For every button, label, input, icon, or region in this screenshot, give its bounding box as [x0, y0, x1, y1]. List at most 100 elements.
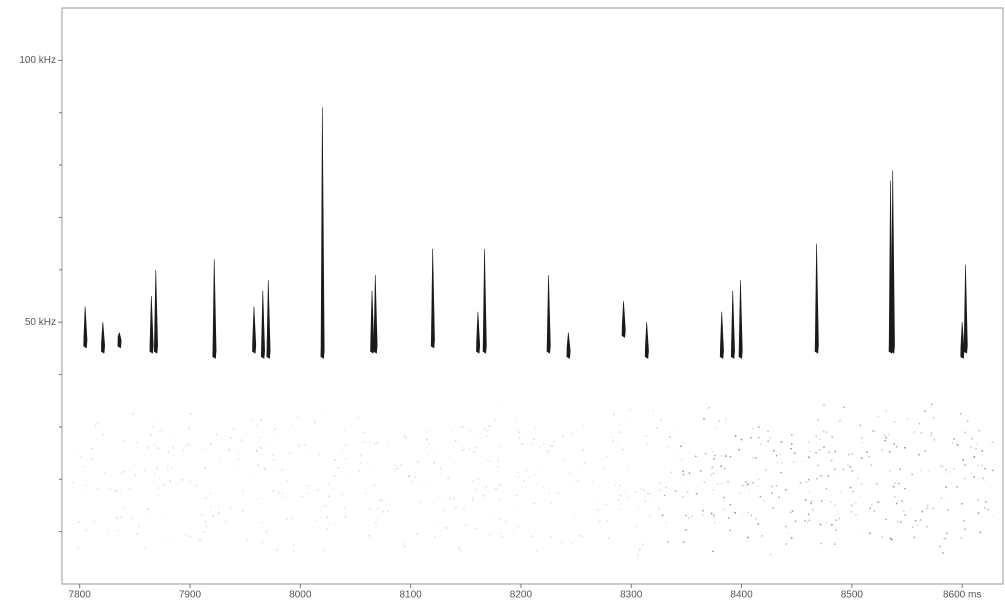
noise-dot: [893, 492, 895, 494]
noise-dot: [476, 438, 478, 440]
noise-dot: [104, 472, 106, 475]
noise-dot: [881, 449, 883, 451]
noise-dot: [939, 545, 941, 548]
noise-dot: [748, 489, 751, 491]
noise-dot: [723, 496, 725, 499]
noise-dot: [817, 419, 819, 421]
call: [212, 259, 217, 359]
noise-dot: [464, 523, 467, 526]
noise-dot: [758, 426, 760, 428]
noise-dot: [475, 446, 477, 449]
noise-texture: [72, 403, 996, 557]
noise-dot: [265, 530, 268, 533]
noise-dot: [741, 484, 744, 487]
noise-dot: [156, 495, 159, 497]
noise-dot: [167, 467, 169, 470]
noise-dot: [667, 445, 669, 448]
noise-dot: [940, 465, 942, 467]
noise-dot: [195, 484, 198, 487]
noise-dot: [533, 473, 535, 476]
noise-dot: [734, 435, 737, 437]
call: [890, 170, 895, 354]
noise-dot: [956, 486, 958, 488]
noise-dot: [901, 500, 903, 502]
noise-dot: [205, 520, 207, 523]
noise-dot: [530, 443, 533, 445]
noise-dot: [612, 436, 614, 439]
noise-dot: [926, 507, 928, 510]
noise-dot: [377, 507, 379, 510]
noise-dot: [710, 473, 713, 476]
noise-dot: [990, 514, 992, 516]
noise-dot: [579, 535, 581, 537]
noise-dot: [828, 451, 830, 454]
noise-dot: [931, 493, 933, 495]
noise-dot: [255, 450, 258, 452]
noise-dot: [499, 518, 502, 520]
noise-dot: [698, 456, 700, 458]
call: [738, 280, 743, 359]
noise-dot: [761, 535, 763, 537]
noise-dot: [77, 546, 79, 549]
noise-dot: [838, 517, 840, 520]
noise-dot: [215, 433, 218, 436]
noise-dot: [979, 531, 982, 534]
noise-dot: [836, 476, 839, 478]
noise-dot: [830, 500, 832, 503]
noise-dot: [582, 536, 584, 538]
noise-dot: [195, 465, 198, 468]
noise-dot: [790, 443, 793, 445]
call: [153, 269, 158, 354]
noise-dot: [903, 510, 905, 512]
noise-dot: [750, 437, 752, 439]
noise-dot: [504, 519, 507, 522]
noise-dot: [720, 465, 723, 468]
noise-dot: [238, 491, 241, 494]
noise-dot: [263, 468, 266, 470]
noise-dot: [659, 481, 661, 484]
noise-dot: [953, 468, 955, 470]
noise-dot: [531, 535, 534, 537]
noise-dot: [763, 500, 766, 502]
noise-dot: [433, 523, 436, 525]
noise-dot: [689, 451, 691, 454]
noise-dot: [378, 497, 380, 499]
noise-dot: [924, 450, 927, 453]
noise-dot: [505, 522, 507, 525]
noise-dot: [240, 439, 242, 441]
noise-dot: [755, 517, 757, 520]
noise-dot: [976, 470, 978, 472]
noise-dot: [955, 440, 957, 442]
noise-dot: [746, 484, 748, 486]
noise-dot: [205, 525, 208, 528]
noise-dot: [557, 492, 560, 494]
noise-dot: [189, 535, 192, 538]
noise-dot: [816, 464, 819, 467]
noise-dot: [255, 450, 257, 452]
noise-dot: [638, 548, 641, 551]
noise-dot: [483, 428, 486, 430]
noise-dot: [474, 527, 477, 530]
noise-dot: [727, 517, 730, 519]
noise-dot: [342, 448, 345, 451]
noise-dot: [260, 447, 262, 449]
noise-dot: [645, 434, 648, 437]
noise-dot: [171, 466, 173, 469]
noise-dot: [512, 529, 514, 532]
noise-dot: [960, 537, 963, 539]
noise-dot: [596, 509, 598, 511]
x-tick-label: 7900: [179, 590, 202, 601]
noise-dot: [825, 431, 828, 433]
noise-dot: [91, 458, 93, 460]
noise-dot: [470, 430, 472, 433]
noise-dot: [745, 540, 747, 543]
noise-dot: [134, 496, 136, 498]
noise-dot: [164, 514, 166, 517]
noise-dot: [773, 449, 775, 452]
noise-dot: [994, 443, 996, 445]
noise-dot: [85, 529, 87, 532]
noise-dot: [418, 487, 421, 489]
noise-dot: [615, 464, 617, 466]
noise-dot: [904, 487, 906, 490]
noise-dot: [682, 473, 685, 476]
